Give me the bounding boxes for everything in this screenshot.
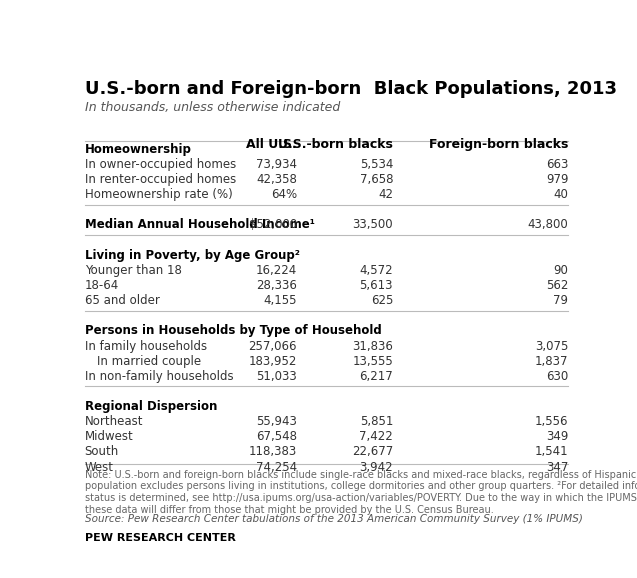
Text: 562: 562 <box>546 279 568 292</box>
Text: 1,556: 1,556 <box>535 415 568 428</box>
Text: 55,943: 55,943 <box>256 415 297 428</box>
Text: 28,336: 28,336 <box>256 279 297 292</box>
Text: 349: 349 <box>546 431 568 443</box>
Text: 16,224: 16,224 <box>255 264 297 277</box>
Text: 5,851: 5,851 <box>360 415 393 428</box>
Text: 74,254: 74,254 <box>255 461 297 473</box>
Text: Foreign-born blacks: Foreign-born blacks <box>429 138 568 151</box>
Text: 4,572: 4,572 <box>359 264 393 277</box>
Text: 347: 347 <box>546 461 568 473</box>
Text: In married couple: In married couple <box>97 355 201 368</box>
Text: 118,383: 118,383 <box>248 446 297 458</box>
Text: 43,800: 43,800 <box>527 218 568 232</box>
Text: 5,534: 5,534 <box>360 158 393 171</box>
Text: Regional Dispersion: Regional Dispersion <box>85 400 217 413</box>
Text: 51,033: 51,033 <box>256 370 297 383</box>
Text: $52,000: $52,000 <box>248 218 297 232</box>
Text: 257,066: 257,066 <box>248 339 297 353</box>
Text: Note: U.S.-born and foreign-born blacks include single-race blacks and mixed-rac: Note: U.S.-born and foreign-born blacks … <box>85 470 637 514</box>
Text: Median Annual Household Income¹: Median Annual Household Income¹ <box>85 218 315 232</box>
Text: U.S.-born blacks: U.S.-born blacks <box>278 138 393 151</box>
Text: 183,952: 183,952 <box>248 355 297 368</box>
Text: 979: 979 <box>546 173 568 186</box>
Text: In family households: In family households <box>85 339 206 353</box>
Text: Northeast: Northeast <box>85 415 143 428</box>
Text: Midwest: Midwest <box>85 431 133 443</box>
Text: 42: 42 <box>378 188 393 201</box>
Text: 90: 90 <box>554 264 568 277</box>
Text: Homeownership rate (%): Homeownership rate (%) <box>85 188 233 201</box>
Text: Persons in Households by Type of Household: Persons in Households by Type of Househo… <box>85 324 382 338</box>
Text: 1,837: 1,837 <box>535 355 568 368</box>
Text: In renter-occupied homes: In renter-occupied homes <box>85 173 236 186</box>
Text: 31,836: 31,836 <box>352 339 393 353</box>
Text: 73,934: 73,934 <box>256 158 297 171</box>
Text: West: West <box>85 461 113 473</box>
Text: In owner-occupied homes: In owner-occupied homes <box>85 158 236 171</box>
Text: South: South <box>85 446 119 458</box>
Text: All U.S.: All U.S. <box>246 138 297 151</box>
Text: 3,942: 3,942 <box>359 461 393 473</box>
Text: Source: Pew Research Center tabulations of the 2013 American Community Survey (1: Source: Pew Research Center tabulations … <box>85 514 582 524</box>
Text: In non-family households: In non-family households <box>85 370 233 383</box>
Text: 33,500: 33,500 <box>352 218 393 232</box>
Text: 3,075: 3,075 <box>535 339 568 353</box>
Text: 67,548: 67,548 <box>256 431 297 443</box>
Text: 7,658: 7,658 <box>360 173 393 186</box>
Text: 4,155: 4,155 <box>263 294 297 307</box>
Text: 22,677: 22,677 <box>352 446 393 458</box>
Text: 663: 663 <box>546 158 568 171</box>
Text: 5,613: 5,613 <box>360 279 393 292</box>
Text: PEW RESEARCH CENTER: PEW RESEARCH CENTER <box>85 533 236 543</box>
Text: 65 and older: 65 and older <box>85 294 159 307</box>
Text: Younger than 18: Younger than 18 <box>85 264 182 277</box>
Text: In thousands, unless otherwise indicated: In thousands, unless otherwise indicated <box>85 101 340 114</box>
Text: 13,555: 13,555 <box>352 355 393 368</box>
Text: 7,422: 7,422 <box>359 431 393 443</box>
Text: U.S.-born and Foreign-born  Black Populations, 2013: U.S.-born and Foreign-born Black Populat… <box>85 80 617 98</box>
Text: 630: 630 <box>546 370 568 383</box>
Text: 40: 40 <box>554 188 568 201</box>
Text: Homeownership: Homeownership <box>85 143 192 156</box>
Text: 79: 79 <box>554 294 568 307</box>
Text: 18-64: 18-64 <box>85 279 119 292</box>
Text: 42,358: 42,358 <box>256 173 297 186</box>
Text: 6,217: 6,217 <box>359 370 393 383</box>
Text: Living in Poverty, by Age Group²: Living in Poverty, by Age Group² <box>85 249 299 262</box>
Text: 64%: 64% <box>271 188 297 201</box>
Text: 1,541: 1,541 <box>534 446 568 458</box>
Text: 625: 625 <box>371 294 393 307</box>
